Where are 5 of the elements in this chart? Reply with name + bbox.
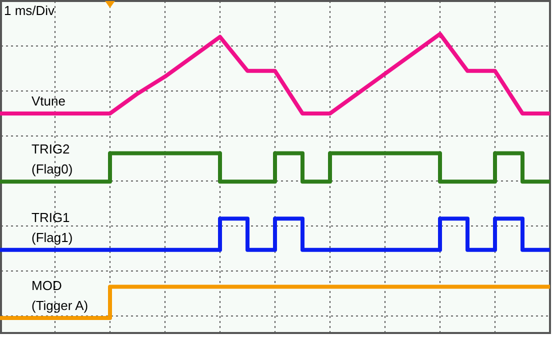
series-label: TRIG1 (Flag1) (32, 210, 73, 245)
text: 1 ms/Div (4, 3, 56, 18)
series-label: Vtune (32, 94, 66, 109)
series-label: TRIG2 (Flag0) (32, 142, 73, 177)
series-label: MOD (Tigger A) (32, 278, 88, 313)
